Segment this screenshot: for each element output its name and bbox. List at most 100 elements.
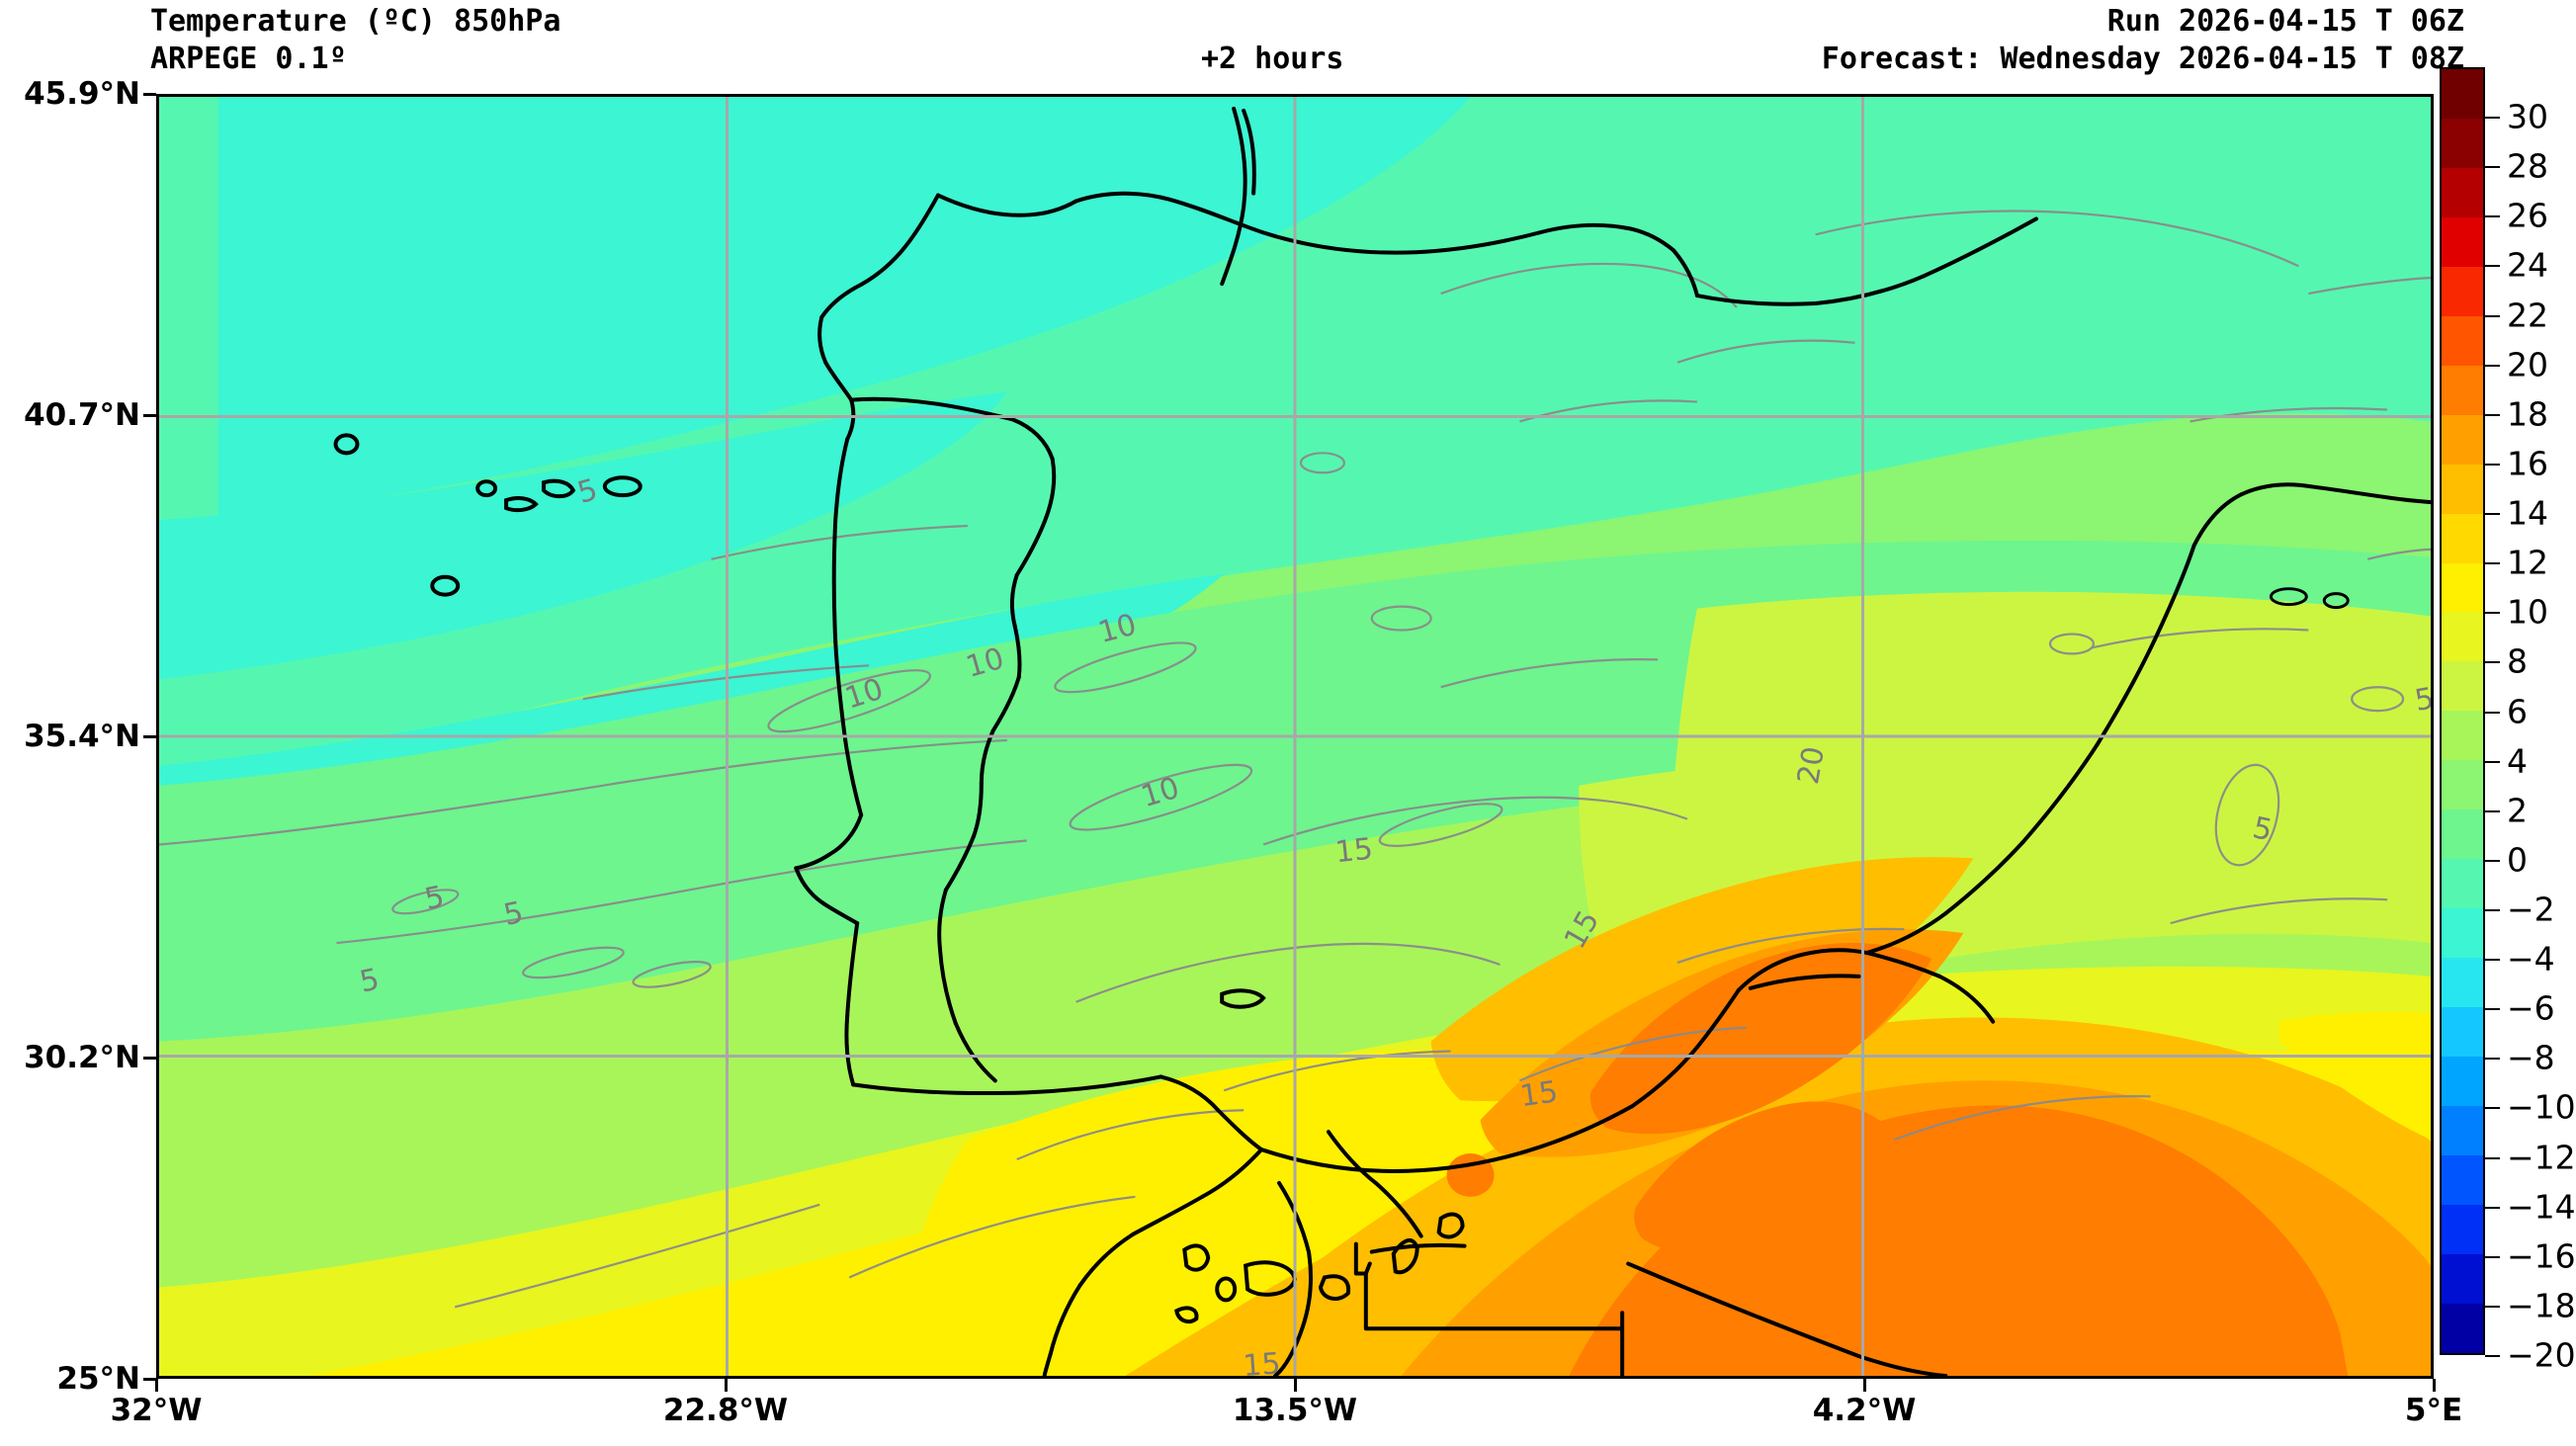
colorbar-swatch [2442,315,2483,366]
colorbar-tick-label: −8 [2507,1038,2555,1077]
colorbar-tick-label: 6 [2507,692,2528,730]
colorbar-swatch [2442,266,2483,316]
colorbar-tick [2485,166,2500,169]
colorbar-swatch [2442,464,2483,514]
colorbar-tick-label: −18 [2507,1286,2576,1325]
x-axis-tick [1863,1379,1866,1392]
colorbar-tick-label: 26 [2507,196,2548,235]
y-axis-tick-label: 45.9°N [24,76,140,112]
y-axis-tick-label: 30.2°N [24,1040,140,1075]
colorbar-swatch [2442,1106,2483,1155]
colorbar-tick [2485,1305,2500,1308]
colorbar-tick-label: 18 [2507,394,2548,434]
map-plot-area[interactable]: 5 10 10 10 10 5 5 5 15 15 15 15 20 5 5 [156,94,2434,1379]
temperature-field: 5 10 10 10 10 5 5 5 15 15 15 15 20 5 5 [159,97,2431,1376]
colorbar-tick-label: 2 [2507,791,2528,830]
y-axis-tick [143,735,156,738]
colorbar-tick-label: −6 [2507,988,2555,1028]
colorbar-tick-label: −14 [2507,1187,2576,1227]
colorbar-swatch [2442,513,2483,563]
run-timestamp: Run 2026-04-15 T 06Z [2106,4,2464,39]
colorbar-tick [2485,1058,2500,1061]
colorbar-tick [2485,612,2500,615]
colorbar-swatch [2442,958,2483,1008]
colorbar-tick [2485,661,2500,664]
colorbar-tick [2485,314,2500,317]
x-axis-tick-label: 22.8°W [662,1393,789,1428]
colorbar-tick-label: −16 [2507,1236,2576,1276]
x-axis-tick-label: 32°W [110,1393,203,1428]
colorbar-swatch [2442,365,2483,415]
svg-text:15: 15 [1333,832,1375,871]
colorbar-swatch [2442,562,2483,613]
colorbar-tick [2485,809,2500,812]
colorbar-tick-label: 22 [2507,296,2548,335]
colorbar-swatch [2442,118,2483,168]
colorbar-swatch [2442,661,2483,712]
colorbar-tick-label: −20 [2507,1335,2576,1375]
colorbar-swatch [2442,809,2483,860]
x-axis-tick-label: 13.5°W [1232,1393,1358,1428]
colorbar-swatch [2442,1057,2483,1107]
y-axis-tick [143,93,156,96]
colorbar-swatch [2442,167,2483,217]
x-axis-tick [2433,1379,2436,1392]
x-axis-tick-label: 4.2°W [1812,1393,1917,1428]
colorbar-swatch [2442,908,2483,959]
colorbar-tick [2485,1156,2500,1159]
x-axis-tick-label: 5°E [2404,1393,2463,1428]
colorbar-tick-label: 4 [2507,741,2528,781]
x-axis-tick [725,1379,728,1392]
colorbar-swatch [2442,1204,2483,1254]
colorbar-tick [2485,908,2500,911]
svg-text:5: 5 [2412,681,2431,719]
colorbar-swatch [2442,216,2483,267]
colorbar-tick-label: 30 [2507,97,2548,136]
colorbar-swatch [2442,414,2483,465]
svg-text:15: 15 [1242,1346,1281,1376]
colorbar-tick-label: 8 [2507,641,2528,681]
x-axis-tick [1294,1379,1297,1392]
colorbar-tick-label: 20 [2507,345,2548,384]
x-axis-tick [155,1379,158,1392]
colorbar-swatch [2442,1253,2483,1304]
y-axis-tick [143,1057,156,1060]
colorbar-gradient [2440,67,2485,1355]
colorbar-swatch [2442,1303,2483,1353]
colorbar-tick [2485,1255,2500,1258]
colorbar-tick [2485,215,2500,218]
y-axis-tick-label: 40.7°N [24,397,140,433]
colorbar-tick [2485,117,2500,120]
colorbar-swatch [2442,711,2483,761]
colorbar-tick [2485,463,2500,466]
colorbar-tick-label: 14 [2507,493,2548,533]
colorbar-tick-label: 24 [2507,245,2548,285]
y-axis-tick [143,1378,156,1381]
model-label: ARPEGE 0.1º [150,42,347,76]
colorbar-tick [2485,265,2500,268]
colorbar-tick-label: −2 [2507,890,2555,929]
colorbar-tick [2485,1355,2500,1357]
y-axis-tick [143,414,156,417]
colorbar-tick [2485,711,2500,714]
colorbar-tick [2485,513,2500,516]
svg-text:15: 15 [1518,1074,1561,1114]
colorbar-tick [2485,1008,2500,1011]
lead-time-label: +2 hours [1201,42,1344,76]
colorbar-tick-label: 12 [2507,543,2548,582]
colorbar-swatch [2442,859,2483,909]
colorbar-tick-label: 16 [2507,444,2548,483]
colorbar-tick [2485,1107,2500,1110]
colorbar-tick [2485,413,2500,416]
colorbar-tick-label: −4 [2507,939,2555,978]
colorbar-tick [2485,562,2500,565]
svg-text:20: 20 [1791,744,1832,787]
colorbar-swatch [2442,69,2483,119]
colorbar-tick [2485,364,2500,367]
colorbar-tick-label: −10 [2507,1087,2576,1127]
colorbar-tick [2485,760,2500,763]
colorbar-tick [2485,959,2500,962]
header-bar: Temperature (ºC) 850hPa ARPEGE 0.1º +2 h… [0,0,2576,94]
y-axis-tick-label: 25°N [56,1361,140,1397]
colorbar[interactable]: 30 28 26 24 22 20 18 16 14 12 10 8 6 4 2 0 −2 −4 −6 −8 −10 −1… [2440,67,2576,1375]
